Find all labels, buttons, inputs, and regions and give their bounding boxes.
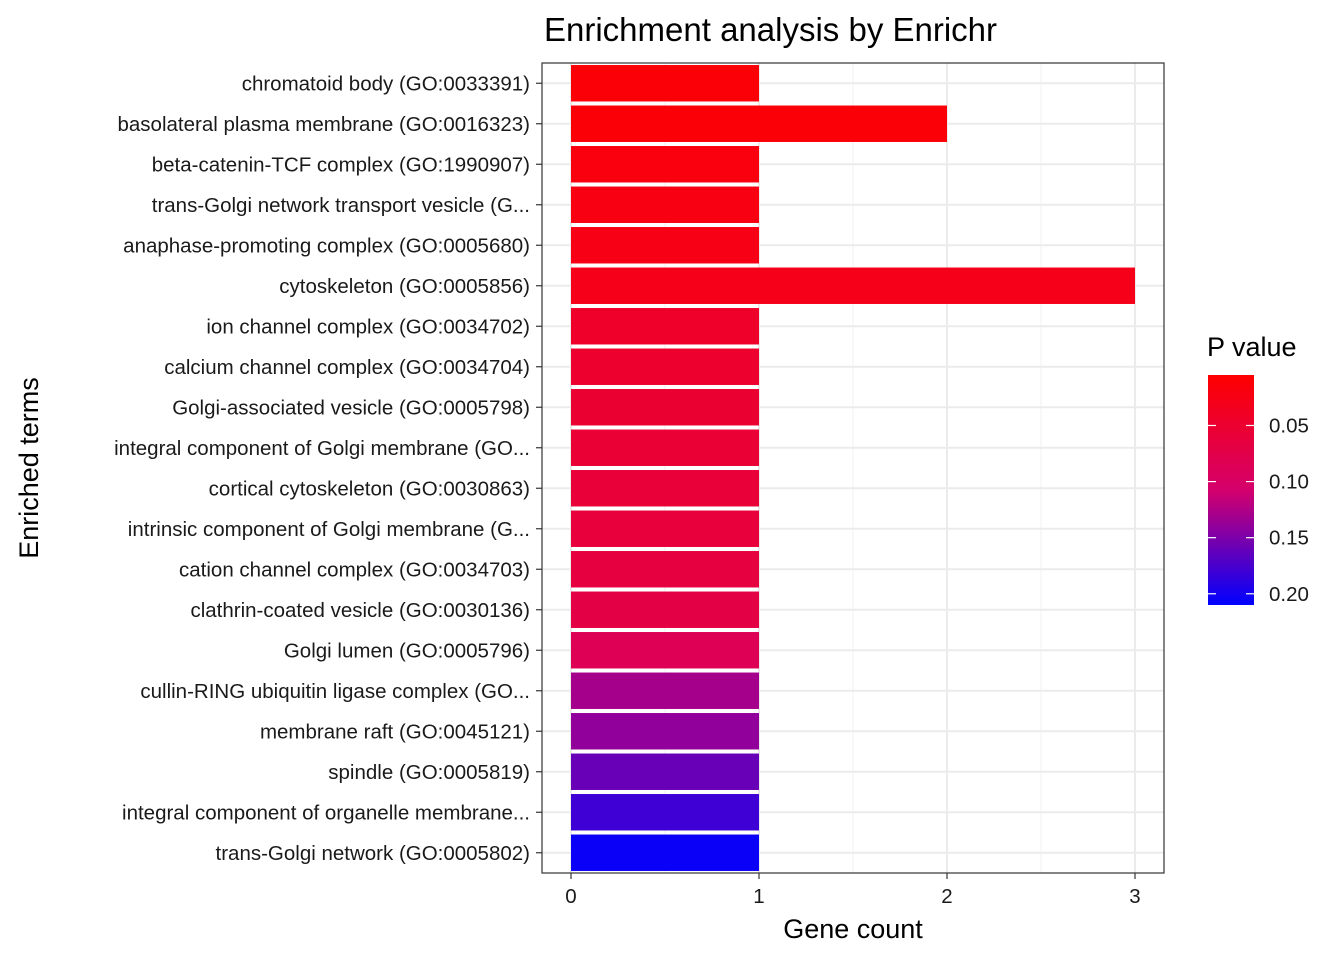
plot-panel-border: [541, 62, 1165, 874]
bar: [571, 65, 759, 102]
category-label: integral component of Golgi membrane (GO…: [114, 437, 530, 460]
x-axis-ticks: 0 1 2 3: [565, 873, 1141, 908]
bar: [571, 510, 759, 547]
category-label: trans-Golgi network (GO:0005802): [216, 842, 530, 865]
chart-title: Enrichment analysis by Enrichr: [544, 11, 997, 48]
bar: [571, 389, 759, 426]
legend-tick-label: 0.05: [1269, 414, 1309, 437]
bar: [571, 551, 759, 588]
category-label: clathrin-coated vesicle (GO:0030136): [190, 599, 530, 622]
category-label: integral component of organelle membrane…: [122, 801, 530, 824]
category-labels: chromatoid body (GO:0033391) basolateral …: [114, 72, 542, 865]
bar: [571, 348, 759, 385]
bar: [571, 105, 947, 142]
category-label: calcium channel complex (GO:0034704): [164, 356, 530, 379]
category-label: membrane raft (GO:0045121): [260, 720, 530, 743]
category-label: basolateral plasma membrane (GO:0016323): [118, 113, 531, 136]
x-tick-label: 2: [941, 885, 952, 908]
legend-ticks: 0.05 0.10 0.15 0.20: [1208, 414, 1309, 606]
x-axis-title: Gene count: [783, 914, 923, 944]
category-label: cytoskeleton (GO:0005856): [279, 275, 530, 298]
category-label: cortical cytoskeleton (GO:0030863): [209, 477, 530, 500]
category-label: beta-catenin-TCF complex (GO:1990907): [152, 153, 530, 176]
category-label: cation channel complex (GO:0034703): [179, 558, 530, 581]
bar: [571, 227, 759, 264]
bar: [571, 834, 759, 871]
category-label: spindle (GO:0005819): [328, 761, 530, 784]
bar: [571, 146, 759, 183]
category-label: ion channel complex (GO:0034702): [206, 315, 530, 338]
plot-grid: [542, 63, 1164, 873]
legend-tick-label: 0.20: [1269, 583, 1309, 606]
x-tick-label: 1: [753, 885, 764, 908]
bar: [571, 672, 759, 709]
bar: [571, 267, 1135, 304]
bar: [571, 632, 759, 669]
y-axis-title: Enriched terms: [14, 377, 44, 559]
legend-colorbar: [1208, 375, 1254, 605]
legend-tick-label: 0.10: [1269, 471, 1309, 494]
category-label: chromatoid body (GO:0033391): [242, 72, 530, 95]
bars-group: [571, 65, 1135, 871]
legend-tick-label: 0.15: [1269, 527, 1309, 550]
bar: [571, 186, 759, 223]
x-tick-label: 3: [1129, 885, 1140, 908]
bar: [571, 753, 759, 790]
bar: [571, 470, 759, 507]
bar: [571, 591, 759, 628]
category-label: Golgi-associated vesicle (GO:0005798): [172, 396, 530, 419]
bar: [571, 794, 759, 831]
p-value-legend: P value 0.05 0.10 0.15 0.20: [1207, 332, 1309, 606]
x-tick-label: 0: [565, 885, 576, 908]
bar: [571, 429, 759, 466]
category-label: Golgi lumen (GO:0005796): [284, 639, 530, 662]
legend-title: P value: [1207, 332, 1297, 362]
category-label: cullin-RING ubiquitin ligase complex (GO…: [140, 680, 530, 703]
bar: [571, 713, 759, 750]
category-label: trans-Golgi network transport vesicle (G…: [152, 194, 530, 217]
category-label: anaphase-promoting complex (GO:0005680): [123, 234, 530, 257]
bar: [571, 308, 759, 345]
category-label: intrinsic component of Golgi membrane (G…: [128, 518, 530, 541]
